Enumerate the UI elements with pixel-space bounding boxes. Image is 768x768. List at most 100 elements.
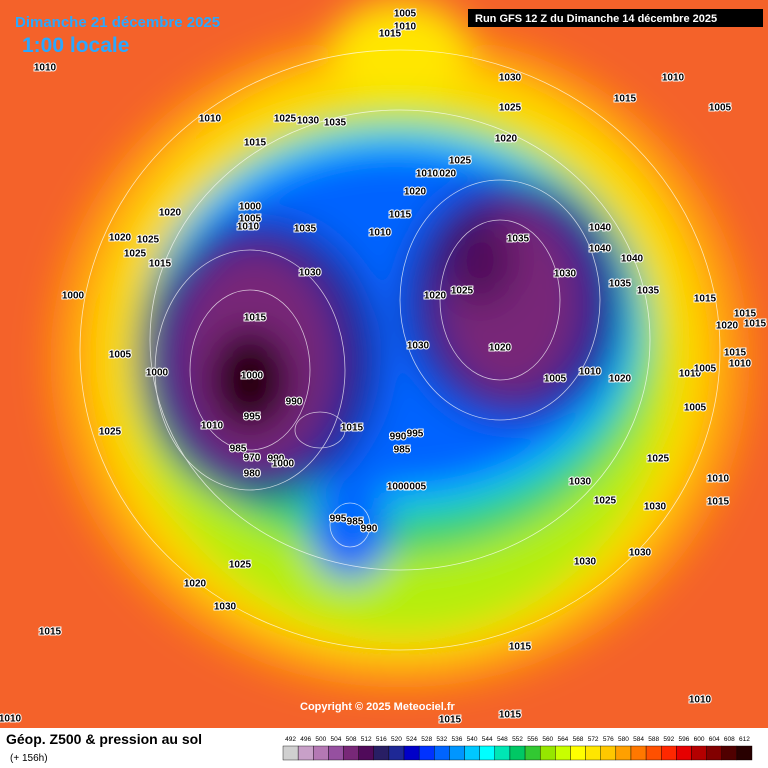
isobar-label: 1015 [379, 29, 402, 40]
isobar-label: 1030 [214, 602, 237, 613]
isobar-label: 985 [394, 445, 411, 456]
isobar-label: 1000 [241, 371, 264, 382]
scale-label: 560 [542, 736, 553, 743]
isobar-label: 1020 [424, 291, 447, 302]
scale-label: 508 [346, 736, 357, 743]
scale-label: 504 [331, 736, 342, 743]
scale-label: 548 [497, 736, 508, 743]
isobar-label: 1030 [569, 477, 592, 488]
isobar-label: 990 [268, 454, 285, 465]
isobar-label: 1010 [369, 228, 392, 239]
copyright: Copyright © 2025 Meteociel.fr [300, 701, 456, 713]
isobar-label: 1005 [404, 482, 427, 493]
isobar-label: 1020 [489, 343, 512, 354]
isobar-label: 1040 [589, 244, 612, 255]
isobar-label: 1025 [229, 560, 252, 571]
isobar-label: 1010 [662, 73, 685, 84]
isobar-label: 1020 [495, 134, 518, 145]
isobar-label: 1005 [684, 403, 707, 414]
isobar-label: 1025 [647, 454, 670, 465]
isobar-label: 985 [347, 517, 364, 528]
isobar-label: 995 [330, 514, 347, 525]
scale-label: 572 [588, 736, 599, 743]
scale-label: 556 [527, 736, 538, 743]
isobar-label: 990 [390, 432, 407, 443]
scale-swatch [479, 745, 496, 761]
scale-swatch [449, 745, 465, 761]
isobar-label: 1030 [299, 268, 322, 279]
isobar-label: 1035 [324, 118, 347, 129]
isobar-label: 1020 [716, 321, 739, 332]
isobar-label: 1015 [707, 497, 730, 508]
isobar-label: 1010 [201, 421, 224, 432]
isobar-label: 1035 [637, 286, 660, 297]
isobar-label: 1030 [644, 502, 667, 513]
scale-label: 532 [436, 736, 447, 743]
scale-label: 596 [678, 736, 689, 743]
isobar-label: 1010 [579, 367, 602, 378]
isobar-label: 1015 [734, 309, 757, 320]
scale-swatch [691, 745, 707, 761]
scale-swatch [676, 745, 692, 761]
scale-swatch [358, 745, 374, 761]
isobar-label: 1025 [499, 103, 522, 114]
isobar-label: 1020 [184, 579, 207, 590]
isobar-label: 1030 [297, 116, 320, 127]
isobar-label: 1030 [574, 557, 597, 568]
scale-swatch [418, 745, 435, 761]
scale-swatch [706, 745, 722, 761]
isobar-label: 1010 [689, 695, 712, 706]
isobar-label: 1005 [709, 103, 732, 114]
isobar-label: 1025 [137, 235, 160, 246]
isobar-label: 1010 [394, 22, 417, 33]
isobar-label: 1000 [62, 291, 85, 302]
scale-swatch [313, 745, 329, 761]
scale-swatch [555, 745, 571, 761]
scale-swatch [524, 745, 541, 761]
isobar-label: 1015 [149, 259, 172, 270]
scale-swatch [403, 745, 420, 761]
scale-swatch [630, 745, 647, 761]
isobar-label: 1020 [404, 187, 427, 198]
isobar-label: 1030 [629, 548, 652, 559]
scale-swatch [509, 745, 526, 761]
scale-label: 608 [724, 736, 735, 743]
isobar-label: 1010 [199, 114, 222, 125]
isobar-label: 1010 [679, 369, 702, 380]
run-box [468, 9, 763, 27]
isobar-label: 1015 [39, 627, 62, 638]
isobar-label: 1040 [621, 254, 644, 265]
scale-label: 612 [739, 736, 750, 743]
scale-swatch [464, 745, 480, 761]
scale-label: 496 [300, 736, 311, 743]
local-time: 1:00 locale [22, 34, 129, 57]
scale-label: 588 [648, 736, 659, 743]
isobar-label: 1020 [434, 169, 457, 180]
scale-label: 592 [663, 736, 674, 743]
color-scale: 492 496 500 504 508 512 516 520 524 528 532 536 540 5… [282, 736, 753, 761]
legend-title: Géop. Z500 & pression au sol [6, 731, 202, 747]
scale-label: 564 [557, 736, 568, 743]
scale-swatch [721, 745, 738, 761]
isobar-label: 1025 [124, 249, 147, 260]
scale-label: 536 [452, 736, 463, 743]
isobar-label: 1020 [109, 233, 132, 244]
scale-label: 544 [482, 736, 493, 743]
scale-swatch [328, 745, 344, 761]
isobar-label: 1000 [272, 459, 295, 470]
isobar-label: 1005 [109, 350, 132, 361]
scale-swatch [585, 745, 601, 761]
isobar-label: 1005 [394, 9, 417, 20]
isobar-label: 1015 [614, 94, 637, 105]
scale-label: 568 [573, 736, 584, 743]
scale-swatch [645, 745, 662, 761]
scale-swatch [736, 745, 753, 761]
isobar-label: 1005 [544, 374, 567, 385]
scale-label: 528 [421, 736, 432, 743]
scale-label: 604 [709, 736, 720, 743]
scale-label: 516 [376, 736, 387, 743]
isobar-label: 1025 [274, 114, 297, 125]
isobar-label: 1000 [387, 482, 410, 493]
